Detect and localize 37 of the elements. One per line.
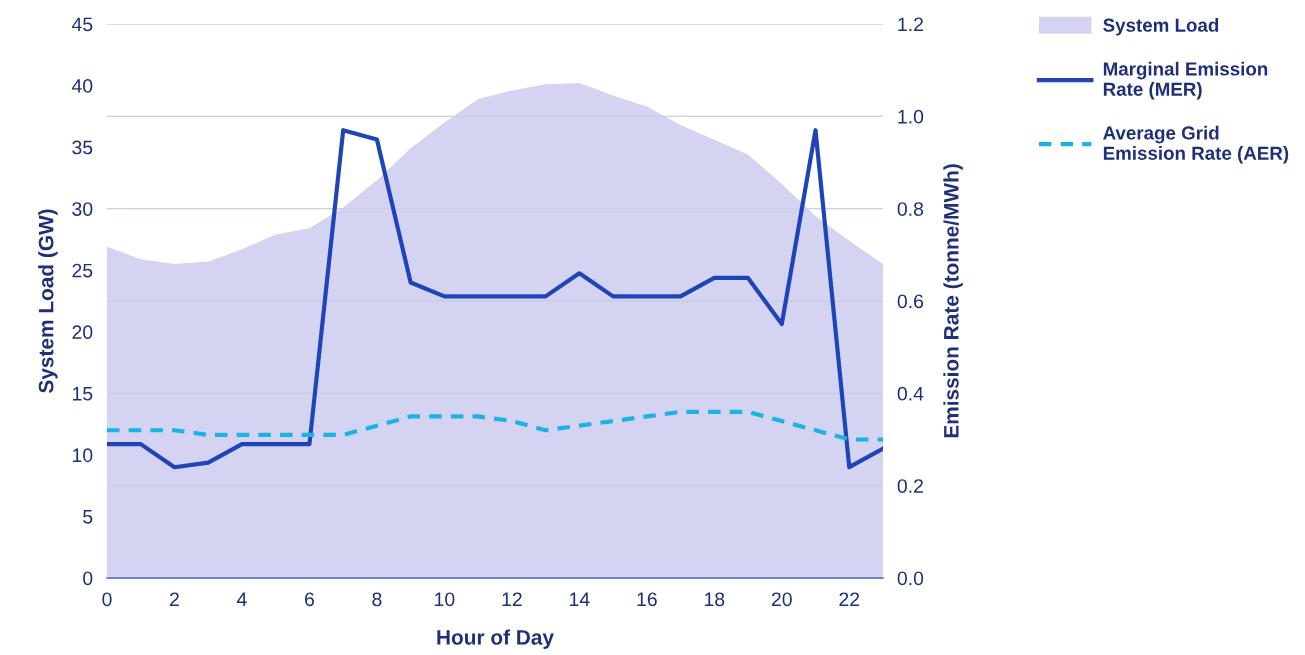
y2-tick-label: 0.6 — [897, 294, 924, 309]
y2-tick-label: 0.4 — [897, 386, 924, 401]
y2-tick-label: 0.2 — [897, 479, 923, 493]
x-tick-label: 0 — [102, 592, 112, 607]
y-tick-label: 30 — [72, 202, 93, 216]
line-series — [107, 128, 883, 470]
x-tick-label: 14 — [570, 592, 590, 606]
y-tick-label: 35 — [72, 140, 93, 155]
x-tick-label: 6 — [305, 592, 314, 607]
y-tick-label: 0 — [83, 571, 93, 586]
x-tick-label: 4 — [237, 592, 247, 606]
legend-label: Average Grid Emission Rate (AER) — [1103, 125, 1289, 164]
y2-tick-label: 1.2 — [898, 17, 923, 32]
x-tick-label: 18 — [704, 592, 725, 607]
y2-tick-label: 0.0 — [897, 571, 924, 586]
x-tick-label: 22 — [839, 592, 860, 606]
x-tick-label: 20 — [771, 592, 792, 607]
x-tick-label: 16 — [637, 592, 657, 607]
y-tick-label: 40 — [71, 79, 93, 93]
x-tick-label: 8 — [372, 592, 382, 607]
y-tick-label: 5 — [83, 510, 93, 524]
y-tick-label: 15 — [72, 387, 93, 401]
y-axis-title: System Load (GW) — [38, 209, 58, 393]
line-series — [107, 409, 883, 442]
y2-tick-label: 0.8 — [897, 202, 924, 216]
y-tick-label: 45 — [71, 17, 93, 32]
x-axis-title: Hour of Day — [437, 629, 554, 649]
y-tick-label: 20 — [72, 325, 93, 340]
legend-label: System Load — [1103, 18, 1219, 36]
y2-axis-title: Emission Rate (tonne/MWh) — [943, 164, 963, 438]
x-tick-label: 2 — [170, 592, 179, 606]
legend-label: Marginal Emission Rate (MER) — [1103, 61, 1268, 100]
x-tick-label: 10 — [435, 592, 455, 607]
y-tick-label: 10 — [72, 448, 93, 463]
x-tick-label: 12 — [502, 592, 522, 606]
y2-tick-label: 1.0 — [898, 109, 924, 124]
y-tick-label: 25 — [72, 263, 93, 278]
